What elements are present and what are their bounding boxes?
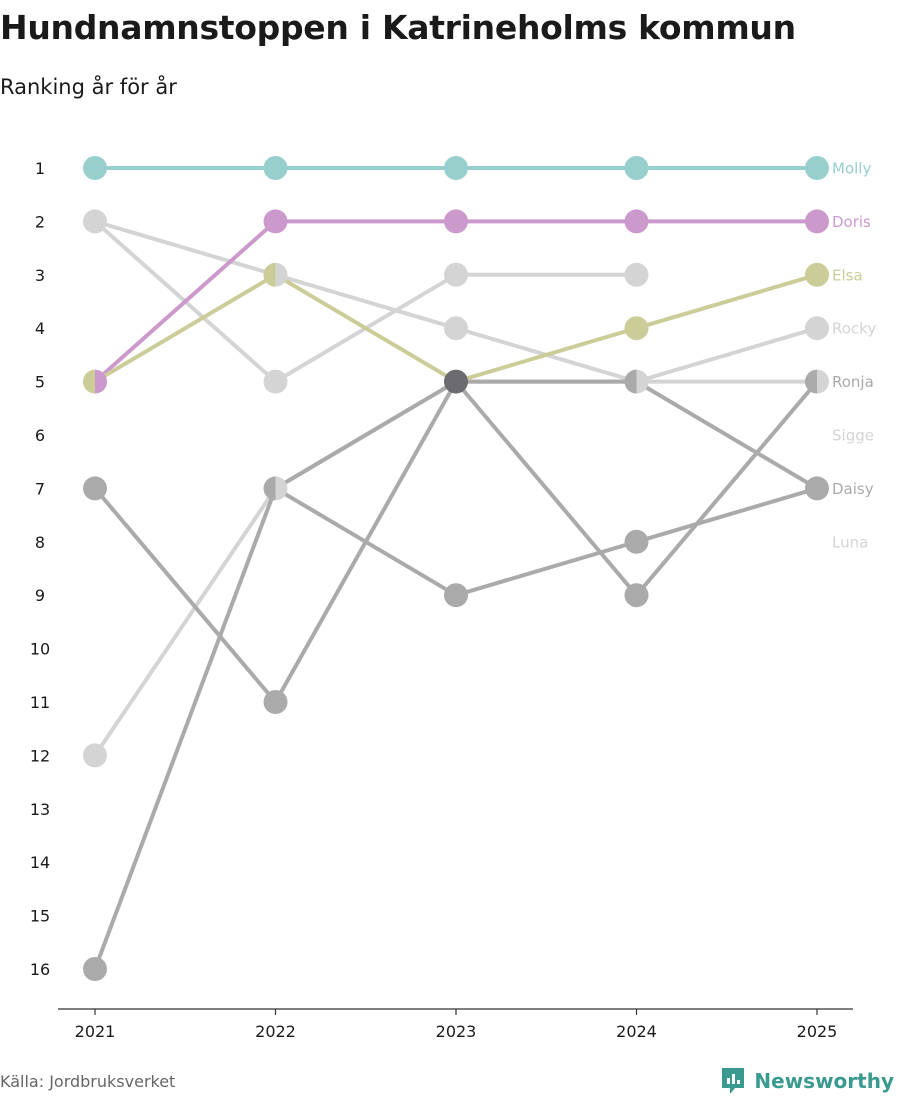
data-point [805,476,829,501]
data-point [444,262,468,287]
data-point [805,262,829,287]
data-point-right-half [817,369,829,394]
series-end-label: Sigge [832,427,874,445]
data-point [444,156,468,180]
data-point [83,156,107,180]
newsworthy-logo-icon [722,1068,745,1094]
series-line [93,219,278,277]
series-line [273,272,458,384]
data-point [444,583,468,608]
y-tick-label: 5 [35,373,45,392]
series-end-label: Rocky [832,320,876,338]
data-point [83,476,107,501]
series-line [634,486,819,544]
y-tick-label: 6 [35,426,45,445]
data-point [624,262,649,287]
x-tick-label: 2025 [797,1022,838,1041]
series-end-label: Doris [832,213,871,231]
y-tick-label: 2 [35,212,45,231]
brand-logo: Newsworthy [720,1066,894,1096]
data-point [83,743,107,768]
y-tick-label: 12 [30,746,50,765]
y-tick-label: 15 [30,907,50,926]
y-tick-label: 13 [30,800,50,819]
data-point [444,209,468,234]
data-point-right-half [636,369,649,394]
x-tick-label: 2023 [436,1022,477,1041]
data-point-right-half [275,262,288,287]
series-line [93,272,278,384]
data-point [624,529,649,554]
series-line [93,219,278,384]
data-point-left-half [805,369,817,394]
data-point-right-half [95,369,107,394]
data-point [263,369,288,394]
data-point [263,209,288,234]
data-point-right-half [275,476,288,501]
series-line [634,379,819,491]
y-tick-label: 3 [35,266,45,285]
series-line [93,486,278,758]
series-end-label: Molly [832,160,871,178]
series-line [454,379,639,598]
series-line [454,539,639,598]
data-point [83,209,107,234]
data-point-left-half [83,369,95,394]
series-end-label: Daisy [832,480,874,498]
x-tick-label: 2021 [75,1022,116,1041]
series-line [273,379,458,491]
series-line [634,326,819,384]
data-point [624,209,649,234]
y-tick-label: 4 [35,319,45,338]
chart-subtitle: Ranking år för år [0,75,177,99]
data-point [263,156,288,180]
chart-title: Hundnamnstoppen i Katrineholms kommun [0,8,796,47]
data-point [624,156,649,180]
source-note: Källa: Jordbruksverket [0,1072,176,1091]
series-line [634,379,819,598]
series-end-label: Luna [832,533,868,551]
data-point [624,583,649,608]
series-line [273,272,458,331]
y-tick-label: 10 [30,640,50,659]
y-tick-label: 9 [35,586,45,605]
data-point [444,369,468,394]
data-point-left-half [263,476,276,501]
series-line [454,326,639,384]
y-tick-label: 16 [30,960,50,979]
data-point [805,156,829,180]
brand-name: Newsworthy [754,1069,894,1093]
data-point-left-half [624,369,637,394]
data-point [263,690,288,714]
data-point [83,957,107,981]
series-line [273,486,458,598]
data-point [805,209,829,234]
series-line [93,486,278,704]
y-tick-label: 11 [30,693,50,712]
x-tick-label: 2022 [255,1022,296,1041]
series-line [634,272,819,331]
y-tick-label: 8 [35,533,45,552]
y-tick-label: 14 [30,853,50,872]
data-point-left-half [263,262,276,287]
series-line [93,486,278,971]
series-end-label: Ronja [832,373,874,391]
data-point [624,316,649,341]
data-point [805,316,829,341]
data-point [444,316,468,341]
y-tick-label: 7 [35,479,45,498]
series-end-label: Elsa [832,266,863,284]
x-tick-label: 2024 [616,1022,657,1041]
y-tick-label: 1 [35,159,45,178]
